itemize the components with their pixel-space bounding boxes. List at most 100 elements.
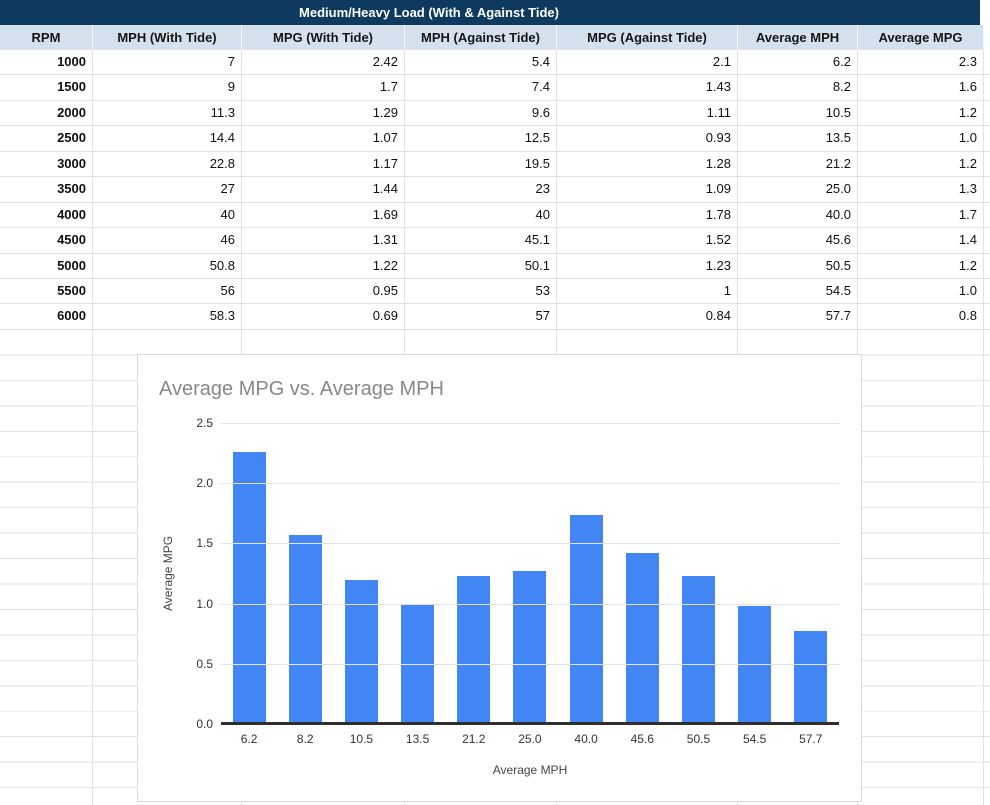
y-tick-label: 0.0 bbox=[196, 717, 213, 731]
data-cell[interactable]: 10.5 bbox=[738, 100, 858, 126]
data-cell[interactable]: 1.7 bbox=[242, 75, 405, 100]
data-cell[interactable]: 50.8 bbox=[93, 253, 242, 278]
data-cell[interactable]: 1.0 bbox=[858, 278, 984, 304]
data-cell[interactable]: 1 bbox=[557, 278, 738, 304]
data-cell[interactable]: 5.4 bbox=[405, 50, 557, 75]
data-cell[interactable]: 1.2 bbox=[858, 100, 984, 126]
data-cell[interactable]: 1.52 bbox=[557, 228, 738, 253]
data-cell[interactable]: 1.2 bbox=[858, 253, 984, 278]
table-rows: 1000 7 2.42 5.4 2.1 6.2 2.3 1500 9 1.7 7.4 1.43 8.2 1… bbox=[0, 50, 990, 330]
data-cell[interactable]: 1.09 bbox=[557, 177, 738, 202]
data-cell[interactable]: 1.78 bbox=[557, 202, 738, 228]
data-cell[interactable]: 1.07 bbox=[242, 126, 405, 151]
data-cell[interactable]: 1.22 bbox=[242, 253, 405, 278]
chart-title: Average MPG vs. Average MPH bbox=[159, 378, 444, 400]
table-row: 4000 40 1.69 40 1.78 40.0 1.7 bbox=[0, 202, 990, 229]
data-cell[interactable]: 12.5 bbox=[405, 126, 557, 151]
data-cell[interactable]: 1.6 bbox=[858, 75, 984, 100]
data-cell[interactable]: 45.1 bbox=[405, 228, 557, 253]
data-cell[interactable]: 0.93 bbox=[557, 126, 738, 151]
data-cell[interactable]: 7.4 bbox=[405, 75, 557, 100]
data-cell[interactable]: 1.23 bbox=[557, 253, 738, 278]
rpm-cell[interactable]: 5500 bbox=[0, 278, 93, 304]
rpm-cell[interactable]: 3500 bbox=[0, 177, 93, 202]
data-cell[interactable]: 2.42 bbox=[242, 50, 405, 75]
data-cell[interactable]: 40.0 bbox=[738, 202, 858, 228]
table-title-banner[interactable]: Medium/Heavy Load (With & Against Tide) bbox=[0, 0, 980, 25]
data-cell[interactable]: 1.29 bbox=[242, 100, 405, 126]
column-header-rpm[interactable]: RPM bbox=[0, 25, 93, 50]
x-tick-label: 45.6 bbox=[630, 732, 654, 746]
rpm-cell[interactable]: 1500 bbox=[0, 75, 93, 100]
data-cell[interactable]: 50.5 bbox=[738, 253, 858, 278]
rpm-cell[interactable]: 4000 bbox=[0, 202, 93, 228]
data-cell[interactable]: 0.84 bbox=[557, 304, 738, 329]
data-cell[interactable]: 1.0 bbox=[858, 126, 984, 151]
data-cell[interactable]: 1.31 bbox=[242, 228, 405, 253]
rpm-cell[interactable]: 1000 bbox=[0, 50, 93, 75]
rpm-cell[interactable]: 2500 bbox=[0, 126, 93, 151]
data-cell[interactable]: 1.43 bbox=[557, 75, 738, 100]
table-row: 5000 50.8 1.22 50.1 1.23 50.5 1.2 bbox=[0, 253, 990, 279]
column-header-mpg-with-tide[interactable]: MPG (With Tide) bbox=[242, 25, 405, 50]
data-cell[interactable]: 8.2 bbox=[738, 75, 858, 100]
rpm-cell[interactable]: 4500 bbox=[0, 228, 93, 253]
data-cell[interactable]: 58.3 bbox=[93, 304, 242, 329]
table-title: Medium/Heavy Load (With & Against Tide) bbox=[299, 5, 559, 20]
data-cell[interactable]: 57.7 bbox=[738, 304, 858, 329]
data-cell[interactable]: 1.7 bbox=[858, 202, 984, 228]
gridline bbox=[221, 483, 839, 485]
data-cell[interactable]: 50.1 bbox=[405, 253, 557, 278]
data-cell[interactable]: 1.2 bbox=[858, 151, 984, 177]
data-cell[interactable]: 9.6 bbox=[405, 100, 557, 126]
data-cell[interactable]: 1.69 bbox=[242, 202, 405, 228]
data-cell[interactable]: 1.3 bbox=[858, 177, 984, 202]
data-cell[interactable]: 54.5 bbox=[738, 278, 858, 304]
column-header-mph-against-tide[interactable]: MPH (Against Tide) bbox=[405, 25, 557, 50]
data-cell[interactable]: 2.1 bbox=[557, 50, 738, 75]
rpm-cell[interactable]: 6000 bbox=[0, 304, 93, 329]
data-cell[interactable]: 19.5 bbox=[405, 151, 557, 177]
embedded-chart-card[interactable]: Average MPG vs. Average MPH Average MPG … bbox=[137, 354, 862, 802]
column-header-mph-with-tide[interactable]: MPH (With Tide) bbox=[93, 25, 242, 50]
rpm-cell[interactable]: 5000 bbox=[0, 253, 93, 278]
x-axis-baseline bbox=[221, 722, 839, 725]
rpm-cell[interactable]: 3000 bbox=[0, 151, 93, 177]
data-cell[interactable]: 14.4 bbox=[93, 126, 242, 151]
data-cell[interactable]: 6.2 bbox=[738, 50, 858, 75]
column-header-average-mpg[interactable]: Average MPG bbox=[858, 25, 984, 50]
data-cell[interactable]: 0.95 bbox=[242, 278, 405, 304]
data-cell[interactable]: 27 bbox=[93, 177, 242, 202]
bar bbox=[794, 631, 828, 724]
data-cell[interactable]: 11.3 bbox=[93, 100, 242, 126]
data-cell[interactable]: 0.69 bbox=[242, 304, 405, 329]
data-cell[interactable]: 23 bbox=[405, 177, 557, 202]
data-cell[interactable]: 46 bbox=[93, 228, 242, 253]
data-cell[interactable]: 1.28 bbox=[557, 151, 738, 177]
data-cell[interactable]: 2.3 bbox=[858, 50, 984, 75]
data-cell[interactable]: 13.5 bbox=[738, 126, 858, 151]
data-cell[interactable]: 53 bbox=[405, 278, 557, 304]
data-cell[interactable]: 9 bbox=[93, 75, 242, 100]
rpm-cell[interactable]: 2000 bbox=[0, 100, 93, 126]
data-cell[interactable]: 1.17 bbox=[242, 151, 405, 177]
y-tick-label: 0.5 bbox=[196, 656, 213, 671]
data-cell[interactable]: 21.2 bbox=[738, 151, 858, 177]
table-row: 3000 22.8 1.17 19.5 1.28 21.2 1.2 bbox=[0, 151, 990, 178]
column-header-average-mph[interactable]: Average MPH bbox=[738, 25, 858, 50]
x-tick-label: 8.2 bbox=[296, 732, 314, 746]
data-cell[interactable]: 57 bbox=[405, 304, 557, 329]
data-cell[interactable]: 40 bbox=[405, 202, 557, 228]
data-cell[interactable]: 45.6 bbox=[738, 228, 858, 253]
gridline bbox=[221, 663, 839, 665]
data-cell[interactable]: 25.0 bbox=[738, 177, 858, 202]
data-cell[interactable]: 7 bbox=[93, 50, 242, 75]
data-cell[interactable]: 22.8 bbox=[93, 151, 242, 177]
data-cell[interactable]: 1.11 bbox=[557, 100, 738, 126]
data-cell[interactable]: 1.44 bbox=[242, 177, 405, 202]
data-cell[interactable]: 1.4 bbox=[858, 228, 984, 253]
data-cell[interactable]: 56 bbox=[93, 278, 242, 304]
data-cell[interactable]: 40 bbox=[93, 202, 242, 228]
column-header-mpg-against-tide[interactable]: MPG (Against Tide) bbox=[557, 25, 738, 50]
data-cell[interactable]: 0.8 bbox=[858, 304, 984, 329]
